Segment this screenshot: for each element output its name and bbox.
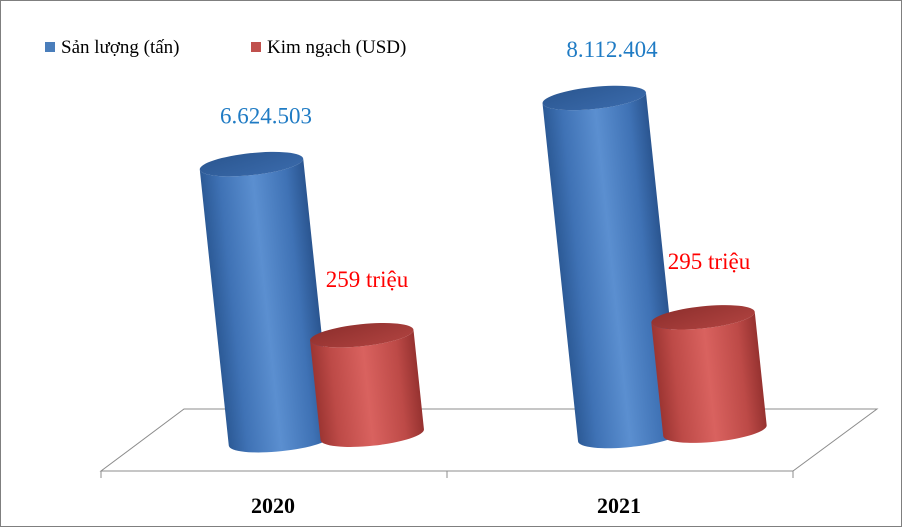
cylinder-body-san-luong-2020 xyxy=(199,158,333,453)
cylinder-top-kim-ngach-2021 xyxy=(651,305,755,330)
cylinder-top-san-luong-2020 xyxy=(199,151,304,177)
data-label-san-luong-2021: 8.112.404 xyxy=(566,37,658,62)
data-label-kim-ngach-2021: 295 triệu xyxy=(668,249,751,274)
category-label-2021: 2021 xyxy=(597,493,641,518)
cylinder-body-san-luong-2021 xyxy=(542,92,682,449)
cylinder-body-kim-ngach-2020 xyxy=(310,329,424,447)
cylinder-top-san-luong-2021 xyxy=(542,85,646,111)
cylinder-top-kim-ngach-2020 xyxy=(310,322,414,348)
legend-swatch-kim-ngach xyxy=(251,42,261,52)
bars-group: 6.624.503 259 triệu 8.112.404 295 triệu xyxy=(199,37,767,453)
category-label-2020: 2020 xyxy=(251,493,295,518)
data-label-san-luong-2020: 6.624.503 xyxy=(220,103,312,128)
data-label-kim-ngach-2020: 259 triệu xyxy=(326,267,409,292)
legend: Sản lượng (tấn) Kim ngạch (USD) xyxy=(45,37,406,58)
cylinder-kim-ngach-2021 xyxy=(651,305,767,443)
legend-label-san-luong: Sản lượng (tấn) xyxy=(61,37,180,58)
cylinder-kim-ngach-2020 xyxy=(310,322,424,447)
cylinder-body-kim-ngach-2021 xyxy=(651,311,767,443)
cylinder-san-luong-2021 xyxy=(542,85,682,449)
legend-swatch-san-luong xyxy=(45,42,55,52)
cylinder-san-luong-2020 xyxy=(199,151,333,453)
legend-label-kim-ngach: Kim ngạch (USD) xyxy=(267,37,406,58)
